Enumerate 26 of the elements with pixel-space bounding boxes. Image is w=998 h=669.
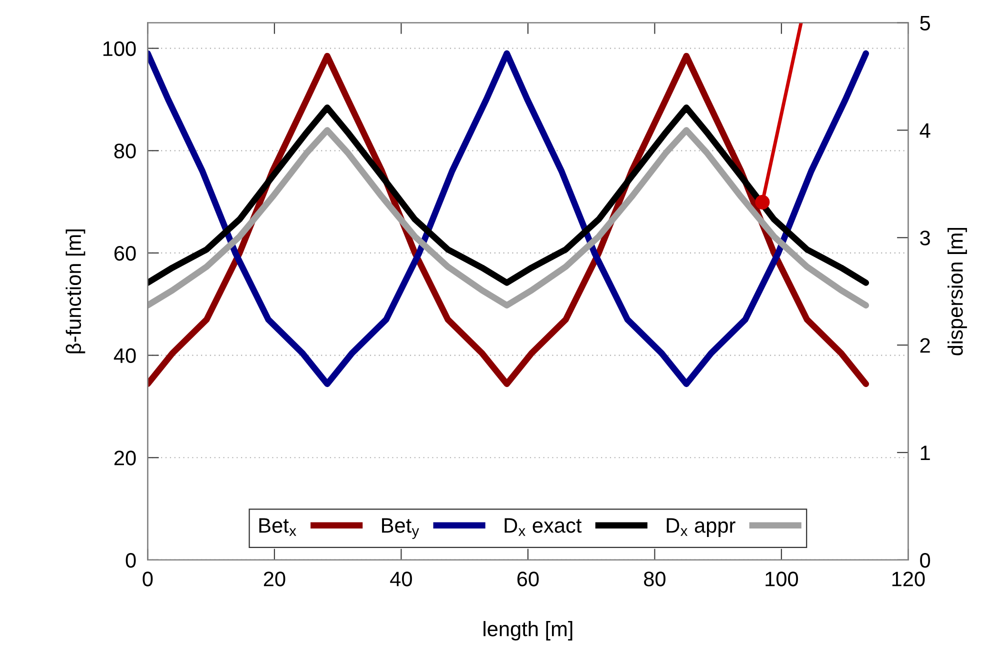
y2-axis-title: dispersion [m] [948, 228, 967, 356]
x-tick-label: 20 [264, 572, 286, 586]
x-axis-title: length [m] [484, 621, 572, 640]
y2-tick-label: 0 [920, 552, 930, 568]
y2-tick-label: 3 [920, 230, 930, 246]
y-tick-label: 80 [114, 144, 136, 158]
x-tick-label: 40 [390, 572, 412, 586]
x-tick-label: 0 [142, 572, 153, 586]
y-axis-title: β-function [m] [66, 230, 86, 354]
x-tick-label: 60 [517, 572, 539, 586]
y-tick-label: 0 [126, 552, 136, 568]
legend-label: D$_{x}$ appr [666, 518, 736, 537]
x-tick-label: 120 [892, 572, 925, 586]
y-tick-label: 60 [114, 246, 136, 261]
y-tick-label: 20 [114, 450, 136, 466]
legend-label: D$_{x}$ exact [504, 518, 582, 536]
y2-tick-label: 2 [920, 338, 930, 353]
x-tick-label: 100 [766, 572, 798, 586]
legend-label: Bet$_{x}$ [259, 518, 296, 536]
legend-label: Bet$_{y}$ [382, 518, 420, 539]
y2-tick-label: 4 [920, 123, 930, 138]
y-tick-label: 100 [103, 41, 136, 56]
y2-tick-label: 1 [920, 446, 930, 460]
x-tick-label: 80 [644, 572, 666, 586]
y2-tick-label: 5 [920, 16, 930, 30]
y-tick-label: 40 [114, 348, 136, 364]
